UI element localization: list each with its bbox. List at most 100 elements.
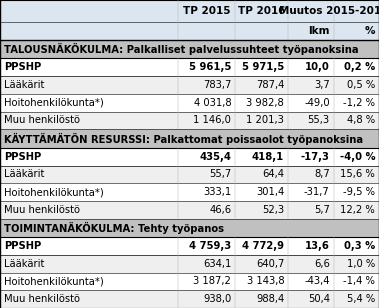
Text: Muutos 2015-2016: Muutos 2015-2016 <box>279 6 379 16</box>
Text: 5 971,5: 5 971,5 <box>242 62 284 72</box>
Text: 55,7: 55,7 <box>209 169 231 179</box>
Text: Hoitohenkilökunta*): Hoitohenkilökunta*) <box>4 98 103 108</box>
Text: -43,4: -43,4 <box>304 277 330 286</box>
Bar <box>288 76 334 94</box>
Bar <box>178 165 235 183</box>
Text: TOIMINTANÄKÖKULMA: Tehty työpanos: TOIMINTANÄKÖKULMA: Tehty työpanos <box>4 222 224 234</box>
Text: Muu henkilöstö: Muu henkilöstö <box>4 205 80 215</box>
Bar <box>288 201 334 219</box>
Text: TP 2015: TP 2015 <box>183 6 230 16</box>
Bar <box>288 111 334 129</box>
Bar <box>288 237 334 255</box>
Text: Hoitohenkilökunta*): Hoitohenkilökunta*) <box>4 187 103 197</box>
Bar <box>0 129 379 148</box>
Bar <box>235 290 288 308</box>
Bar <box>0 255 178 273</box>
Bar <box>178 148 235 165</box>
Bar <box>334 111 379 129</box>
Text: 5,7: 5,7 <box>314 205 330 215</box>
Bar <box>178 237 235 255</box>
Bar <box>235 183 288 201</box>
Bar <box>288 22 334 40</box>
Text: 15,6 %: 15,6 % <box>340 169 375 179</box>
Bar <box>178 255 235 273</box>
Text: TP 2016: TP 2016 <box>238 6 285 16</box>
Text: 3 143,8: 3 143,8 <box>247 277 284 286</box>
Bar <box>0 165 178 183</box>
Bar <box>334 201 379 219</box>
Text: lkm: lkm <box>308 26 330 36</box>
Text: 50,4: 50,4 <box>308 294 330 304</box>
Bar <box>235 0 288 22</box>
Text: 0,5 %: 0,5 % <box>347 80 375 90</box>
Bar <box>235 237 288 255</box>
Text: 5 961,5: 5 961,5 <box>189 62 231 72</box>
Text: PPSHP: PPSHP <box>4 152 41 162</box>
Bar <box>178 273 235 290</box>
Bar <box>0 237 178 255</box>
Text: 988,4: 988,4 <box>256 294 284 304</box>
Bar <box>0 290 178 308</box>
Text: 418,1: 418,1 <box>252 152 284 162</box>
Text: Hoitohenkilökunta*): Hoitohenkilökunta*) <box>4 277 103 286</box>
Bar <box>0 219 379 237</box>
Text: 3 982,8: 3 982,8 <box>246 98 284 108</box>
Text: Lääkärit: Lääkärit <box>4 169 44 179</box>
Text: 8,7: 8,7 <box>314 169 330 179</box>
Bar <box>288 290 334 308</box>
Bar <box>288 94 334 111</box>
Text: KÄYTTÄMÄTÖN RESURSSI: Palkattomat poissaolot työpanoksina: KÄYTTÄMÄTÖN RESURSSI: Palkattomat poissa… <box>4 132 363 144</box>
Bar <box>0 201 178 219</box>
Text: -49,0: -49,0 <box>304 98 330 108</box>
Bar <box>334 165 379 183</box>
Bar <box>288 273 334 290</box>
Text: 52,3: 52,3 <box>262 205 284 215</box>
Text: 301,4: 301,4 <box>256 187 284 197</box>
Text: 46,6: 46,6 <box>209 205 231 215</box>
Text: -4,0 %: -4,0 % <box>340 152 375 162</box>
Text: TALOUSNÄKÖKULMA: Palkalliset palvelussuhteet työpanoksina: TALOUSNÄKÖKULMA: Palkalliset palvelussuh… <box>4 43 359 55</box>
Bar <box>178 76 235 94</box>
Bar <box>334 76 379 94</box>
Text: 4 031,8: 4 031,8 <box>194 98 231 108</box>
Bar <box>288 183 334 201</box>
Bar <box>334 59 379 76</box>
Text: 55,3: 55,3 <box>308 116 330 125</box>
Text: 10,0: 10,0 <box>305 62 330 72</box>
Text: PPSHP: PPSHP <box>4 241 41 251</box>
Text: 12,2 %: 12,2 % <box>340 205 375 215</box>
Text: 13,6: 13,6 <box>305 241 330 251</box>
Bar <box>288 165 334 183</box>
Text: 634,1: 634,1 <box>203 259 231 269</box>
Text: 1 146,0: 1 146,0 <box>193 116 231 125</box>
Bar <box>0 94 178 111</box>
Text: 938,0: 938,0 <box>203 294 231 304</box>
Bar <box>178 290 235 308</box>
Text: 640,7: 640,7 <box>256 259 284 269</box>
Text: 4,8 %: 4,8 % <box>347 116 375 125</box>
Bar <box>235 94 288 111</box>
Bar <box>0 273 178 290</box>
Text: 6,6: 6,6 <box>314 259 330 269</box>
Bar <box>178 111 235 129</box>
Bar <box>334 237 379 255</box>
Bar <box>334 290 379 308</box>
Bar <box>0 183 178 201</box>
Bar <box>235 76 288 94</box>
Bar <box>235 111 288 129</box>
Text: 64,4: 64,4 <box>262 169 284 179</box>
Bar <box>235 255 288 273</box>
Bar <box>0 0 379 22</box>
Text: 3,7: 3,7 <box>314 80 330 90</box>
Bar <box>334 148 379 165</box>
Text: PPSHP: PPSHP <box>4 62 41 72</box>
Bar <box>0 59 178 76</box>
Text: -1,2 %: -1,2 % <box>343 98 375 108</box>
Bar <box>178 94 235 111</box>
Bar <box>235 273 288 290</box>
Text: -17,3: -17,3 <box>301 152 330 162</box>
Bar <box>235 201 288 219</box>
Text: 1 201,3: 1 201,3 <box>246 116 284 125</box>
Text: 787,4: 787,4 <box>256 80 284 90</box>
Bar <box>178 201 235 219</box>
